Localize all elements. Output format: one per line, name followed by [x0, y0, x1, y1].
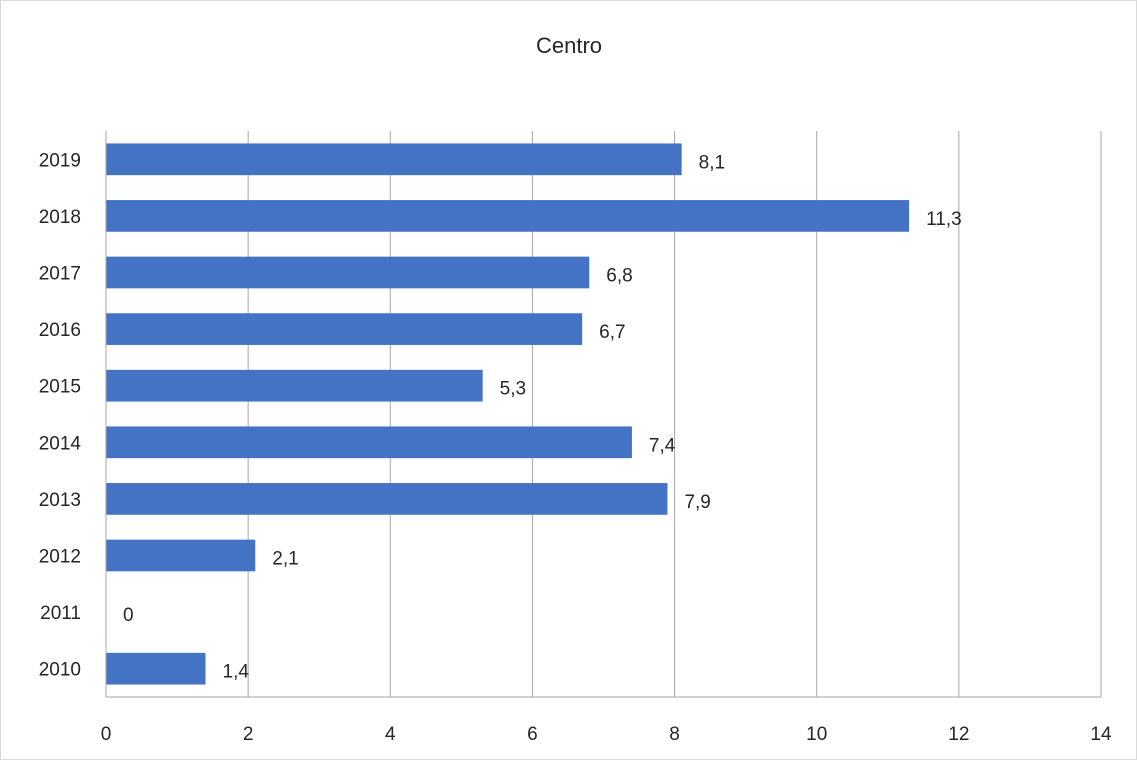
- data-label: 1,4: [223, 662, 250, 683]
- x-tick-label: 10: [806, 724, 827, 745]
- bar-2015: [106, 369, 483, 402]
- x-tick-label: 12: [948, 724, 969, 745]
- x-tick-label: 4: [385, 724, 396, 745]
- bar-2010: [106, 652, 206, 685]
- data-label: 7,4: [649, 435, 676, 456]
- bars: [106, 143, 910, 685]
- chart-title: Centro: [536, 33, 602, 58]
- bar-2016: [106, 313, 583, 345]
- data-label: 6,7: [599, 322, 625, 343]
- y-tick-label: 2011: [40, 603, 81, 624]
- x-tick-label: 8: [669, 724, 680, 745]
- y-tick-label: 2012: [39, 547, 81, 568]
- bar-2013: [106, 483, 668, 515]
- data-label: 5,3: [500, 379, 526, 400]
- x-tick-label: 14: [1090, 724, 1112, 745]
- axes: 0 2 4 6 8 10 12 14 2010 2011 2012 2013 2014 2015 2016 2…: [39, 131, 1112, 745]
- bar-2018: [106, 200, 910, 232]
- data-labels: 1,4 0 2,1 7,9 7,4 5,3 6,7 6,8 11,3 8,1: [123, 152, 962, 682]
- bar-2017: [106, 256, 590, 289]
- y-tick-label: 2010: [39, 660, 81, 681]
- data-label: 6,8: [606, 266, 632, 287]
- data-label: 8,1: [699, 152, 725, 173]
- y-tick-label: 2017: [39, 264, 81, 285]
- y-tick-label: 2016: [39, 320, 81, 341]
- y-tick-label: 2019: [39, 150, 81, 171]
- bar-2014: [106, 426, 632, 459]
- data-label: 2,1: [272, 549, 298, 570]
- bar-2019: [106, 143, 682, 176]
- y-tick-label: 2018: [39, 207, 81, 228]
- data-label: 7,9: [684, 492, 710, 513]
- y-tick-label: 2015: [39, 377, 81, 398]
- x-tick-label: 6: [527, 724, 538, 745]
- y-tick-label: 2014: [39, 433, 82, 454]
- x-tick-label: 2: [243, 724, 254, 745]
- y-tick-label: 2013: [39, 490, 81, 511]
- x-tick-label: 0: [101, 724, 112, 745]
- data-label: 11,3: [926, 209, 962, 230]
- data-label: 0: [123, 605, 134, 626]
- bar-2012: [106, 539, 256, 572]
